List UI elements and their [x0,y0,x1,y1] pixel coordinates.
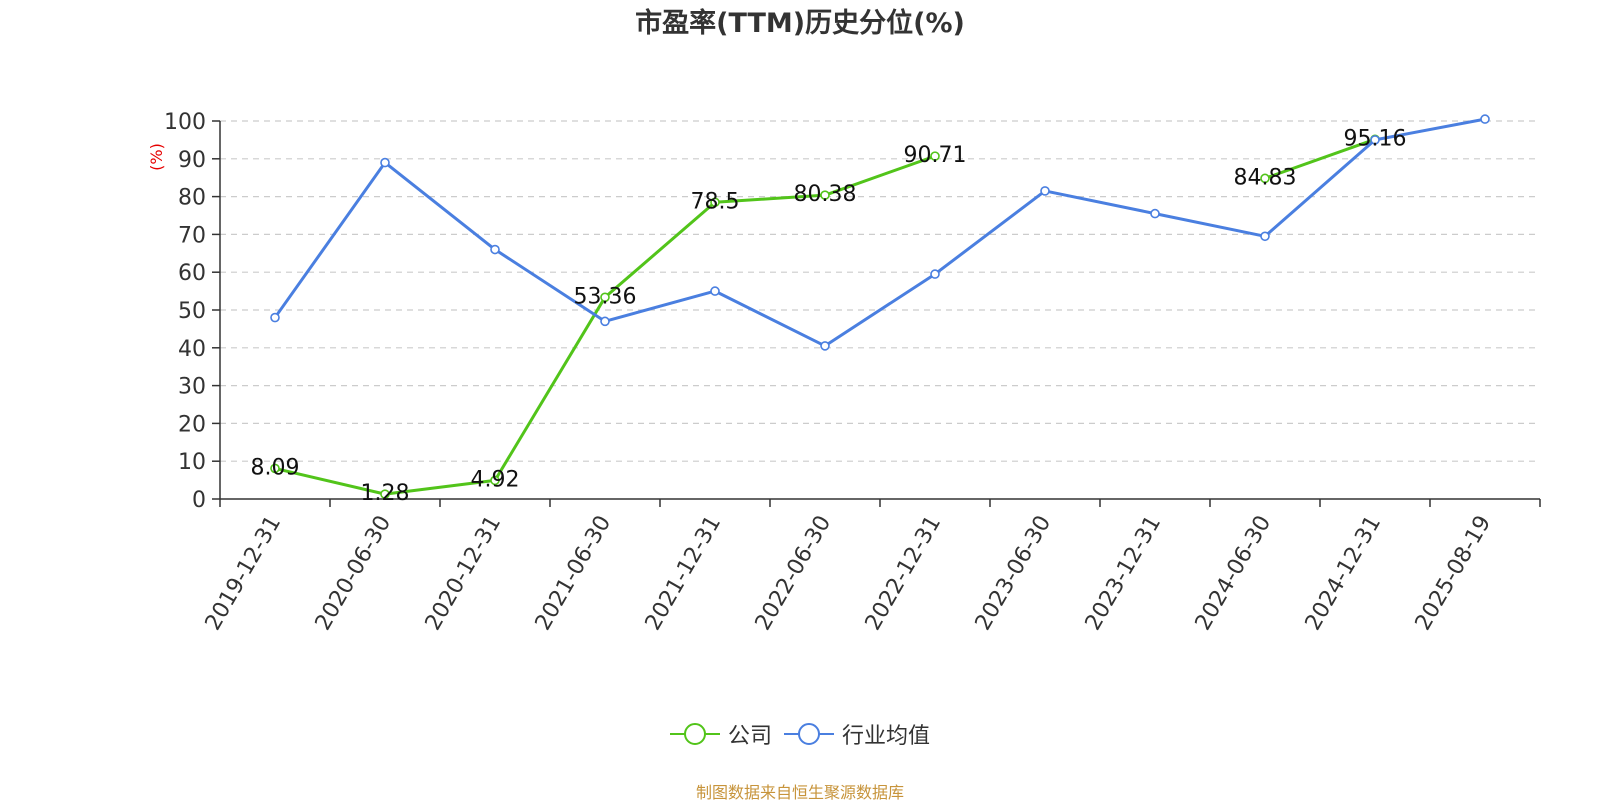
data-label: 80.38 [794,182,857,207]
data-point[interactable] [380,489,390,499]
y-tick-label: 100 [164,110,206,135]
y-tick-label: 20 [178,412,206,437]
x-tick-label: 2020-12-31 [421,512,507,635]
data-point[interactable] [1480,114,1490,124]
y-tick-label: 0 [192,488,206,513]
x-tick-label: 2023-06-30 [971,512,1057,635]
data-labels: 8.09 1.28 4.92 53.36 78.5 80.38 90.71 84.83 95.1… [251,126,1407,506]
data-label: 8.09 [251,455,300,480]
series-line-1 [273,117,1486,348]
x-tick-label: 2021-12-31 [641,512,727,635]
y-axis-label: (%) [147,143,166,171]
y-tick-label: 60 [178,261,206,286]
y-tick-label: 10 [178,450,206,475]
y-tick-label: 80 [178,186,206,211]
grid-lines [220,120,1540,462]
data-point[interactable] [930,269,940,279]
y-tick-label: 90 [178,148,206,173]
y-tick-label: 40 [178,337,206,362]
x-tick-label: 2019-12-31 [201,512,287,635]
x-tick-label: 2025-08-19 [1411,512,1497,635]
chart-title: 市盈率(TTM)历史分位(%) [635,8,965,39]
y-tick-label: 70 [178,223,206,248]
x-tick-label: 2023-12-31 [1081,512,1167,635]
data-point[interactable] [710,286,720,296]
legend-swatch-industry [784,720,834,748]
series [270,114,1490,499]
data-label: 90.71 [904,143,967,168]
data-point[interactable] [1260,231,1270,242]
x-tick-label: 2020-06-30 [311,512,397,635]
y-tick-label: 30 [178,375,206,400]
legend-label-company: 公司 [727,724,772,749]
legend-item-industry[interactable]: 行业均值 [784,718,930,750]
data-point[interactable] [600,316,610,327]
legend[interactable]: 公司 行业均值 [0,718,1600,750]
data-label: 84.83 [1234,165,1297,190]
y-tick-label: 50 [178,299,206,324]
data-label: 53.36 [574,284,637,309]
data-label: 4.92 [471,467,520,492]
data-point[interactable] [1370,135,1380,145]
data-point[interactable] [270,463,280,474]
x-tick-label: 2022-12-31 [861,512,947,635]
source-note: 制图数据来自恒生聚源数据库 [695,783,904,800]
data-point[interactable] [1260,173,1270,184]
data-point[interactable] [490,244,500,255]
series-line-0 [1264,137,1376,180]
data-point[interactable] [820,341,830,351]
data-point[interactable] [820,190,830,200]
x-tick-label: 2024-06-30 [1191,512,1277,635]
data-point[interactable] [600,292,610,303]
legend-swatch-company [669,720,720,748]
data-point[interactable] [930,151,940,161]
x-tick-label: 2022-06-30 [751,512,837,635]
data-label: 1.28 [361,481,410,506]
data-label: 78.5 [691,189,740,214]
x-tick-label: 2024-12-31 [1301,512,1387,635]
data-point[interactable] [1040,186,1050,196]
data-point[interactable] [490,475,500,486]
data-point[interactable] [270,312,280,323]
data-label: 95.16 [1344,126,1407,151]
data-point[interactable] [380,157,390,168]
legend-item-company[interactable]: 公司 [669,718,772,750]
legend-label-industry: 行业均值 [842,724,931,749]
data-point[interactable] [1150,208,1160,219]
data-point[interactable] [710,197,720,208]
x-tick-label: 2021-06-30 [531,512,617,635]
